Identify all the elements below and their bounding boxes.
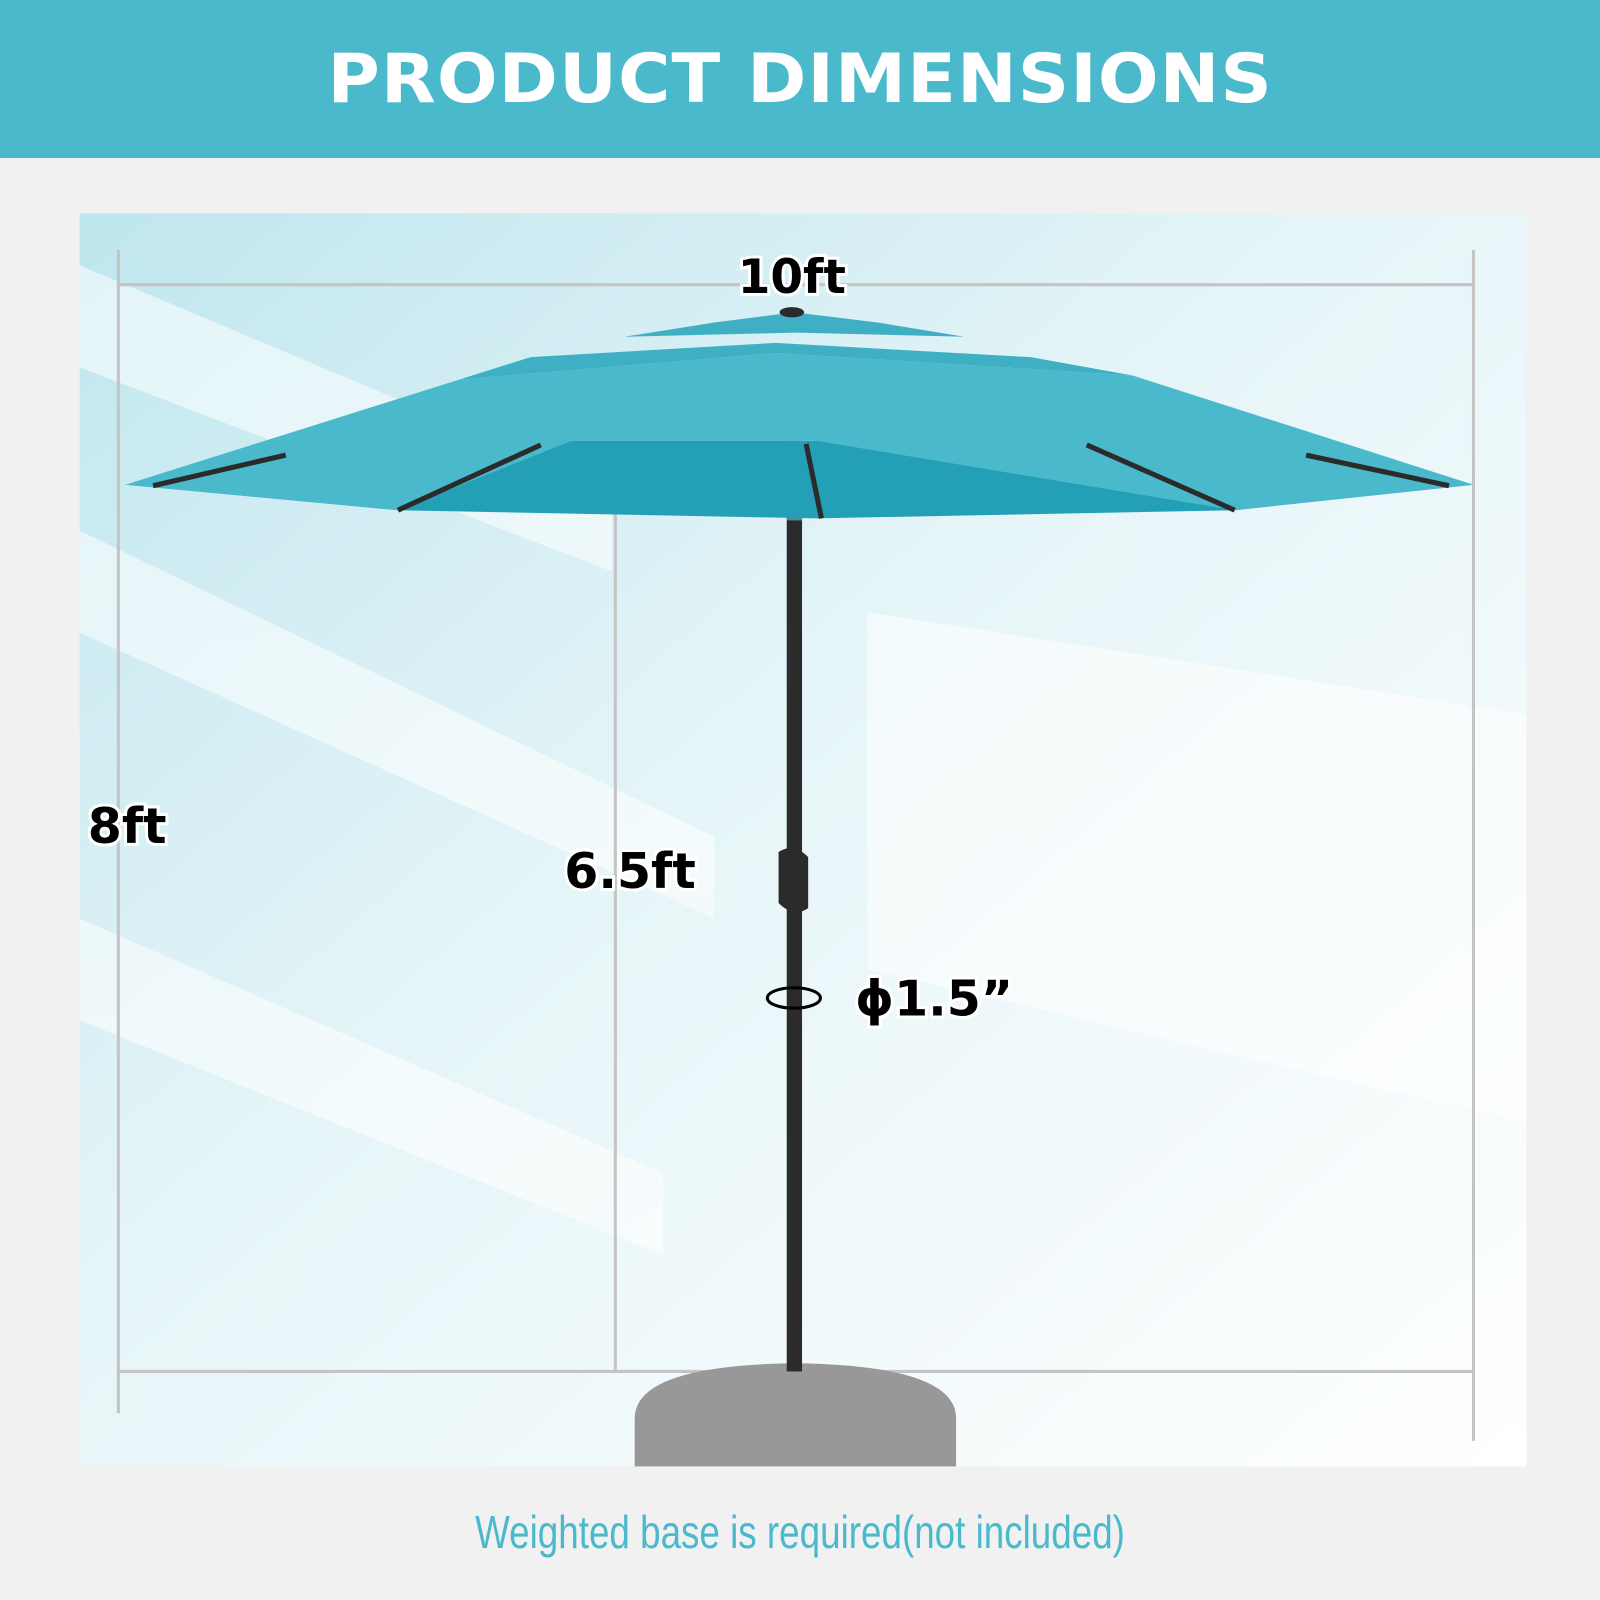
total-height-label: 8ft	[88, 798, 167, 855]
weighted-base	[634, 1363, 957, 1467]
pole-diameter-label: ϕ1.5”	[855, 970, 1013, 1027]
dimension-lines	[116, 250, 1475, 1441]
crank-handle	[778, 847, 809, 913]
footer-note: Weighted base is required(not included)	[475, 1506, 1125, 1558]
umbrella-canopy	[125, 307, 1474, 519]
canopy-width-label: 10ft	[738, 250, 846, 305]
clearance-height-label: 6.5ft	[564, 843, 695, 900]
diameter-ring-icon	[765, 986, 822, 1010]
header-banner: PRODUCT DIMENSIONS	[0, 0, 1600, 158]
page-title: PRODUCT DIMENSIONS	[327, 39, 1273, 119]
